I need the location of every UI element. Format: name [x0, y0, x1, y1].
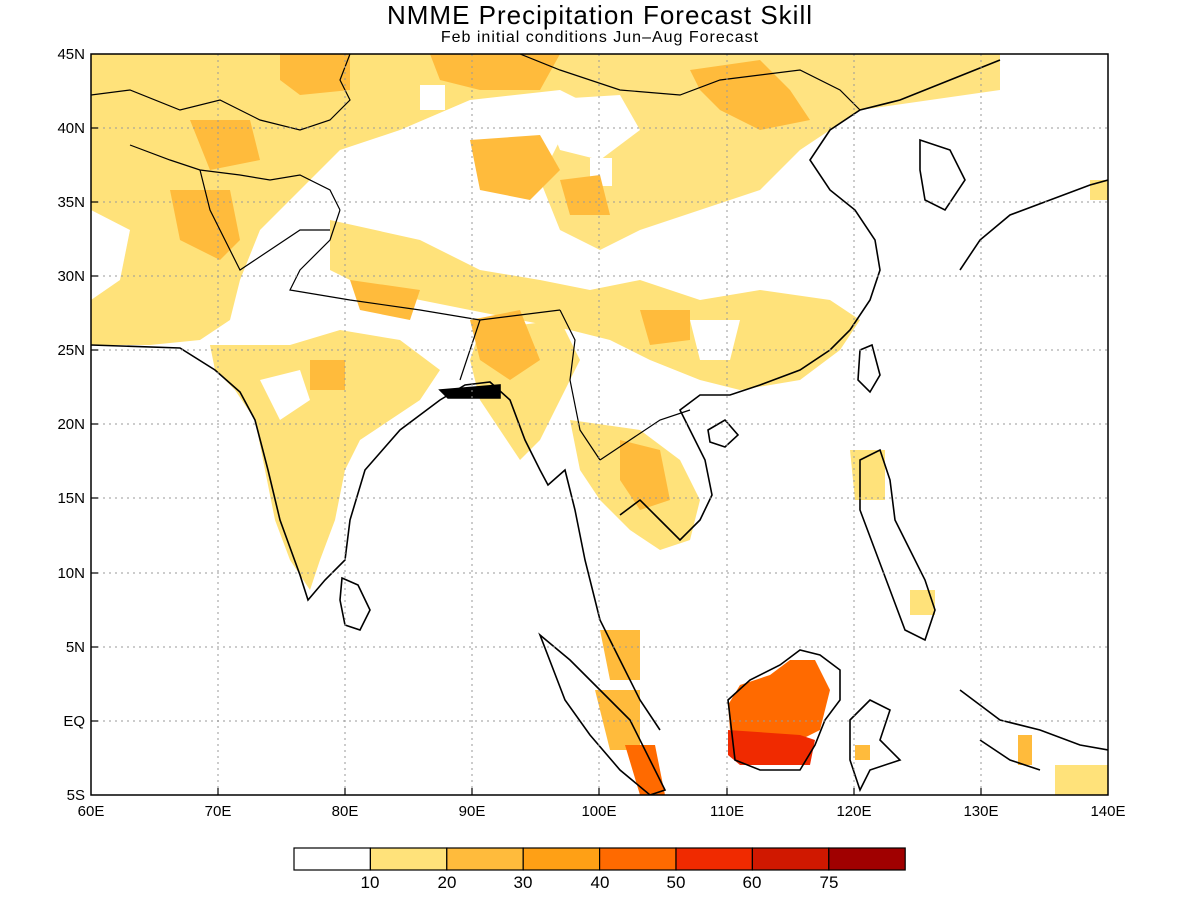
lon-label-110e: 110E [710, 803, 744, 820]
lat-label-10n: 10N [57, 565, 85, 582]
lon-label-100e: 100E [581, 803, 616, 820]
skill-patch-20-k [310, 360, 345, 390]
colorbar-label-20: 20 [438, 873, 457, 892]
coastlines [91, 59, 1108, 795]
skill-patch-20-b [430, 54, 560, 90]
lat-label-eq: EQ [63, 713, 85, 730]
colorbar-swatch [751, 847, 830, 871]
coast-sulawesi [849, 699, 902, 793]
skill-patch-sumatra-s [625, 745, 665, 795]
coast-borneo [727, 649, 841, 771]
tick-marks [91, 127, 982, 795]
lat-label-45n: 45N [57, 46, 85, 63]
coast-philippines [859, 448, 936, 642]
lon-label-70e: 70E [205, 803, 232, 820]
skill-patch-new-guinea [1055, 765, 1108, 795]
lat-labels: 5S EQ 5N 10N 15N 20N 25N 30N 35N 40N 45N [57, 46, 85, 804]
skill-patch-sumatra-c [595, 690, 640, 750]
coast-korea [919, 138, 966, 212]
coast-taiwan [857, 343, 881, 394]
borders [91, 54, 861, 461]
coast-japan [959, 179, 1108, 271]
lat-label-5n: 5N [66, 639, 85, 656]
colorbar-swatch [598, 847, 677, 871]
map-subtitle: Feb initial conditions Jun–Aug Forecast [440, 29, 760, 46]
coast-papua [959, 689, 1108, 771]
coast-east-asia [619, 59, 1001, 542]
lat-label-20n: 20N [57, 416, 85, 433]
skill-patch-borneo-40 [728, 660, 830, 740]
lon-labels: 60E 70E 80E 90E 100E 110E 120E 130E 140E [78, 803, 1126, 820]
skill-patch-20-i [350, 280, 420, 320]
lat-label-15n: 15N [57, 490, 85, 507]
skill-patch-mindanao [910, 590, 935, 615]
coast-hainan [707, 418, 740, 448]
skill-patch-sumatra-n [600, 630, 640, 680]
skill-patch-japan [1090, 180, 1108, 200]
lat-label-35n: 35N [57, 194, 85, 211]
lat-label-30n: 30N [57, 268, 85, 285]
skill-patch-borneo-50 [728, 730, 815, 765]
coast-ganges-delta [438, 384, 501, 399]
lat-label-5s: 5S [67, 787, 85, 804]
colorbar-label-50: 50 [667, 873, 686, 892]
lon-label-90e: 90E [459, 803, 486, 820]
colorbar-label-10: 10 [361, 873, 380, 892]
lon-label-80e: 80E [332, 803, 359, 820]
colorbar-label-75: 75 [820, 873, 839, 892]
gridlines [91, 54, 1108, 795]
lon-label-120e: 120E [836, 803, 871, 820]
skill-patch-20-e [560, 175, 610, 215]
skill-patch-20-a [280, 54, 350, 95]
skill-patch-papua [1018, 735, 1032, 765]
coast-sri-lanka [339, 576, 371, 631]
colorbar-swatch [369, 847, 448, 871]
skill-patch-sulawesi [855, 745, 870, 760]
lat-label-40n: 40N [57, 120, 85, 137]
lon-label-140e: 140E [1090, 803, 1125, 820]
colorbar-label-40: 40 [591, 873, 610, 892]
lon-label-130e: 130E [963, 803, 998, 820]
coast-south-asia [91, 344, 661, 731]
coast-sumatra [538, 632, 667, 795]
skill-patch-20-c [690, 60, 810, 130]
lat-label-25n: 25N [57, 342, 85, 359]
skill-patch-20-l [640, 310, 690, 345]
map-title: NMME Precipitation Forecast Skill [387, 0, 813, 30]
colorbar-label-30: 30 [514, 873, 533, 892]
colorbar: 10 20 30 40 50 60 75 [293, 847, 906, 892]
colorbar-swatch [446, 847, 524, 871]
lon-label-60e: 60E [78, 803, 105, 820]
colorbar-swatch [293, 847, 372, 871]
colorbar-label-60: 60 [743, 873, 762, 892]
skill-patch-20-j [620, 440, 670, 510]
colorbar-swatch [522, 847, 601, 871]
colorbar-swatch [828, 847, 906, 871]
skill-patch-luzon [850, 450, 885, 500]
skill-patch-20-d [470, 135, 560, 200]
skill-patch-20-f [170, 190, 240, 260]
colorbar-swatch [675, 847, 754, 871]
skill-patch-20-h [470, 310, 540, 380]
skill-patch-20-g [190, 120, 260, 170]
